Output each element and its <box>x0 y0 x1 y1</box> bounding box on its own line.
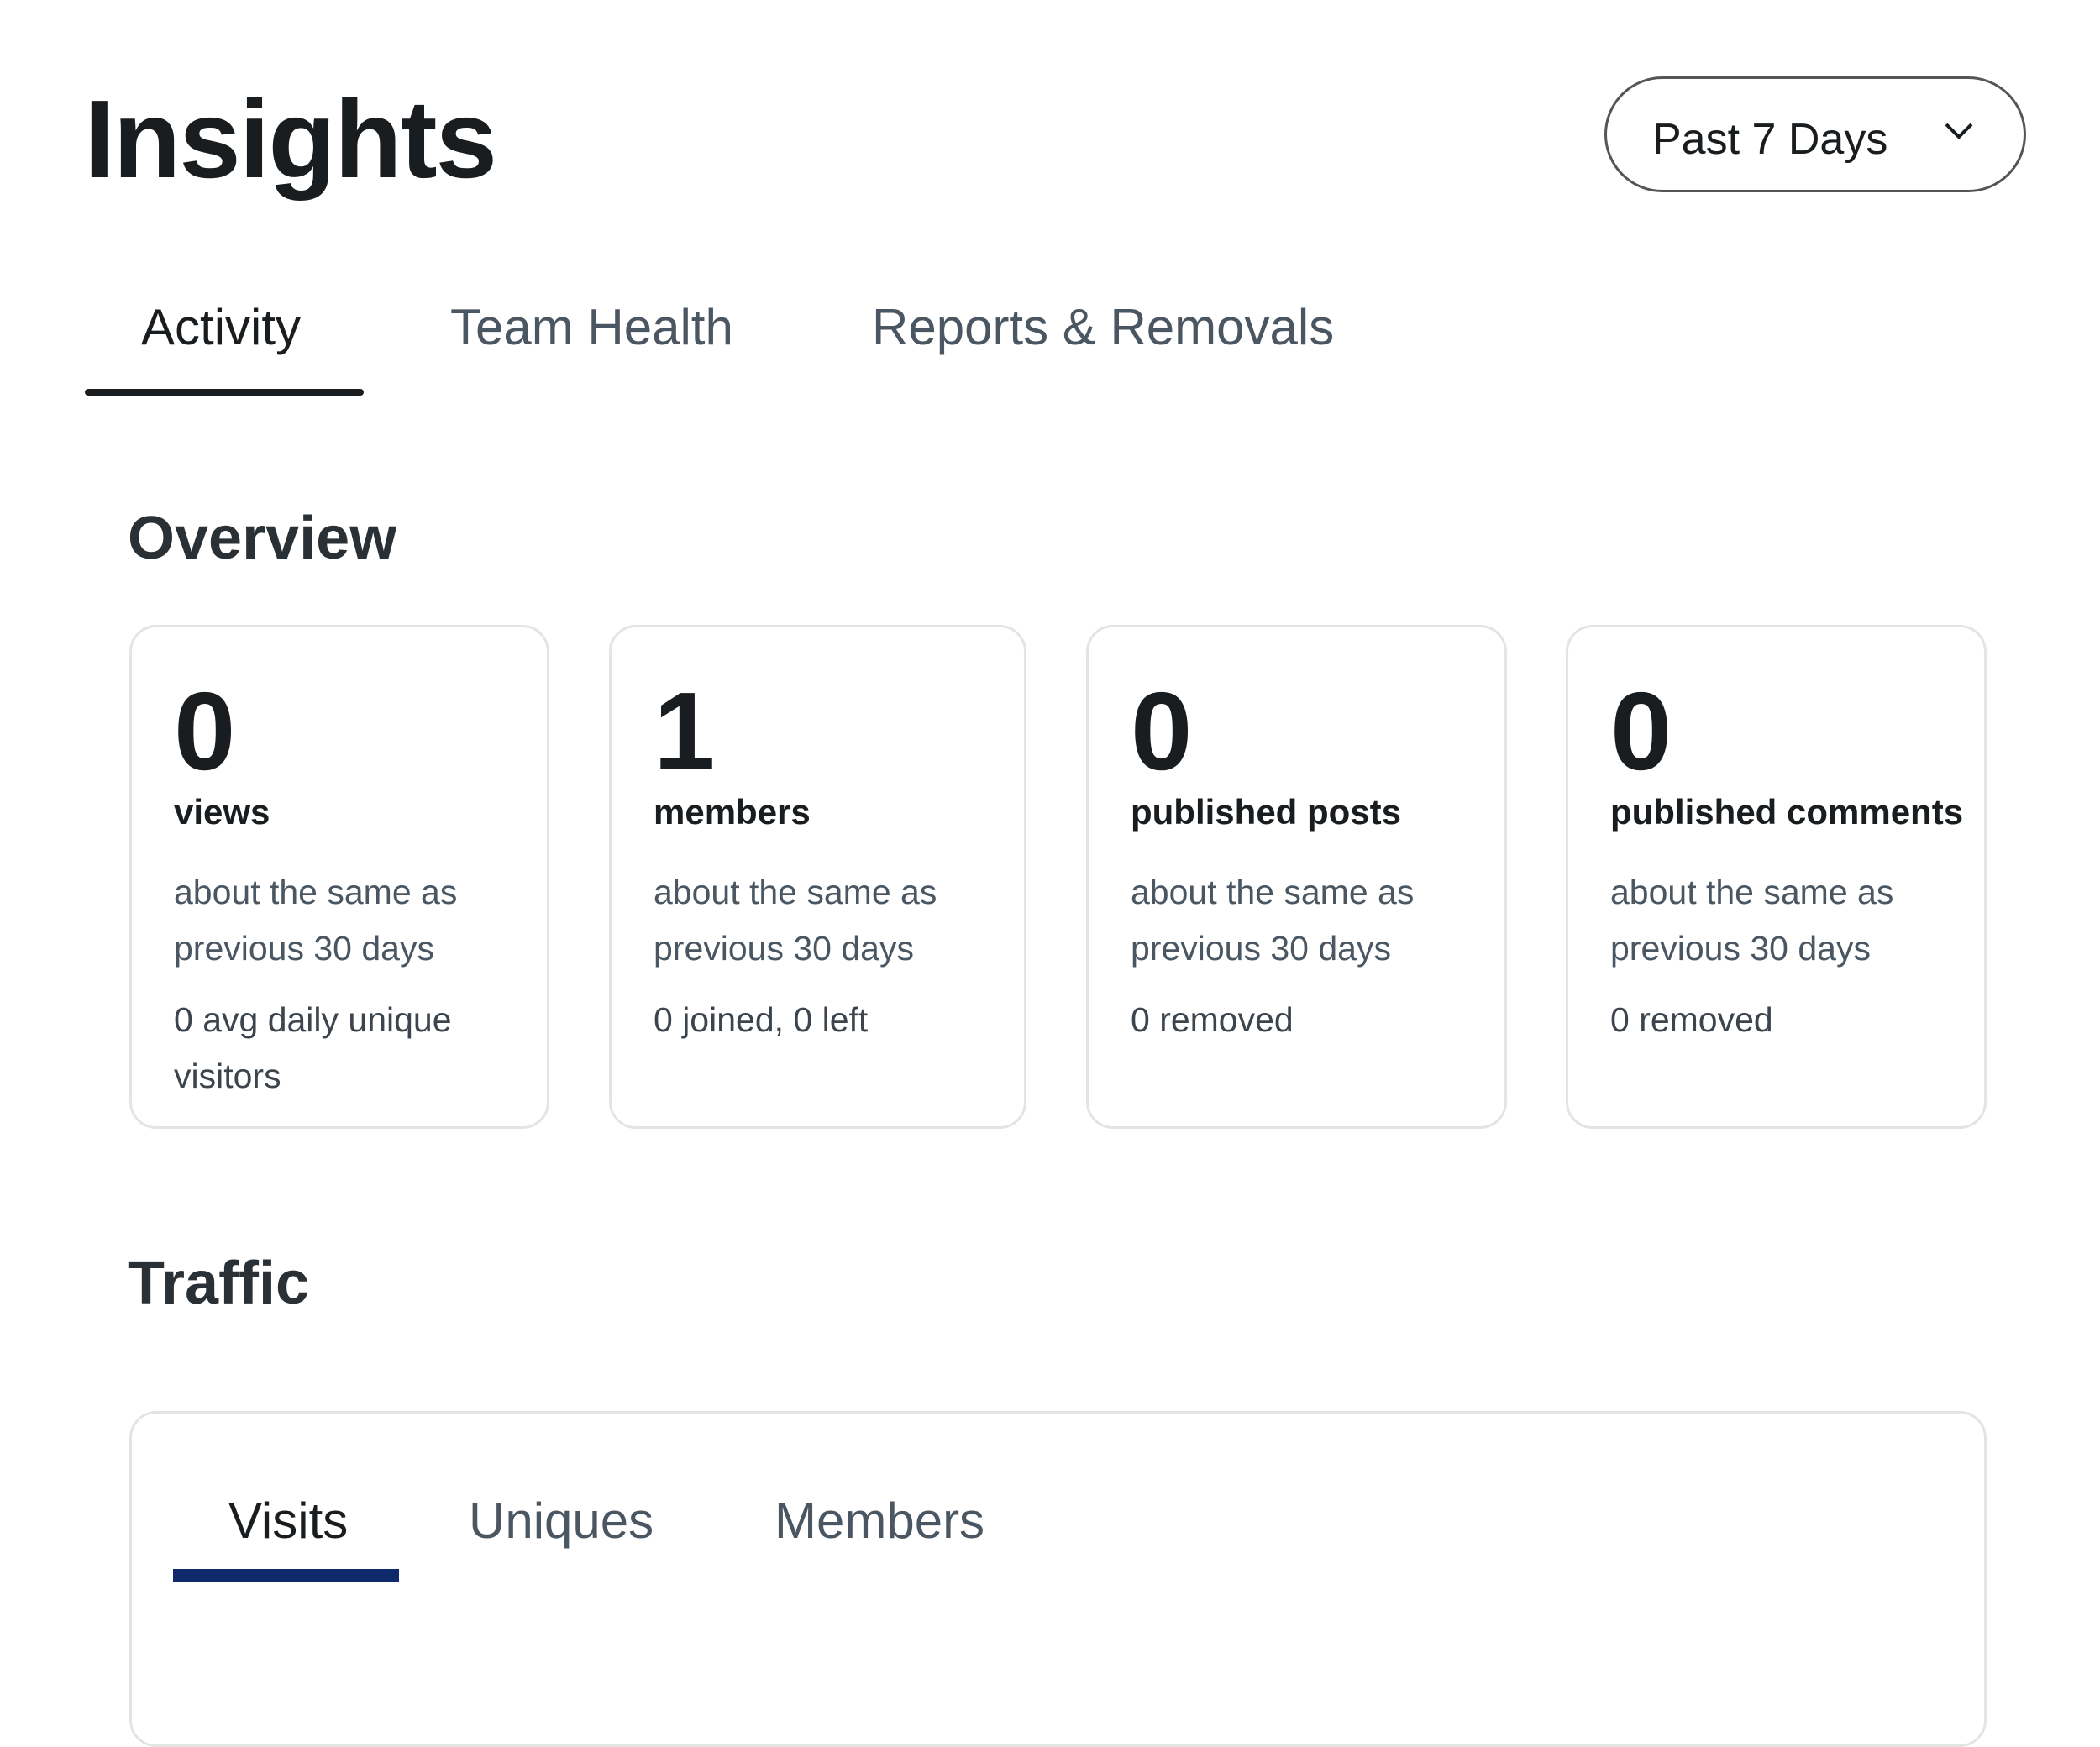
stat-detail: 0 removed <box>1131 1000 1294 1039</box>
stat-comparison: about the same as previous 30 days <box>1610 873 1894 968</box>
stat-card: 0 published posts about the same as previo… <box>1086 625 1507 1129</box>
chevron-icon <box>1945 123 1973 139</box>
page-title: Insights <box>84 77 497 201</box>
tab-indicator <box>173 1569 399 1582</box>
stat-value: 0 <box>174 669 236 793</box>
stat-value: 1 <box>654 669 716 793</box>
stat-comparison: about the same as previous 30 days <box>654 873 937 968</box>
range-dropdown[interactable]: Past 7 Days <box>1604 76 2026 192</box>
stat-card: 1 members about the same as previous 30 da… <box>609 625 1026 1129</box>
tab[interactable]: Team Health <box>450 299 733 355</box>
stat-comparison: about the same as previous 30 days <box>1131 873 1415 968</box>
section-title: Traffic <box>128 1250 310 1317</box>
stat-value: 0 <box>1610 669 1672 793</box>
traffic-tab[interactable]: Members <box>774 1493 985 1549</box>
stat-comparison: about the same as previous 30 days <box>174 873 458 968</box>
section-title: Overview <box>128 505 397 572</box>
page: Insights Past 7 Days Activity Team Healt… <box>84 76 2026 1747</box>
stat-card: 0 published comments about the same as pre… <box>1566 625 1987 1129</box>
stat-label: views <box>174 792 270 832</box>
traffic-card <box>129 1411 1987 1747</box>
stat-label: members <box>654 792 811 832</box>
traffic-tab[interactable]: Visits <box>228 1493 349 1549</box>
stat-label: published comments <box>1610 792 1964 832</box>
stat-detail: 0 avg daily unique visitors <box>174 1000 452 1095</box>
stat-detail: 0 removed <box>1610 1000 1773 1039</box>
stat-detail: 0 joined, 0 left <box>654 1000 869 1039</box>
tab-indicator <box>85 389 364 396</box>
tab[interactable]: Reports & Removals <box>872 299 1335 355</box>
stat-value: 0 <box>1131 669 1193 793</box>
traffic-tab[interactable]: Uniques <box>469 1493 654 1549</box>
range-label: Past 7 Days <box>1652 115 1888 164</box>
stat-label: published posts <box>1131 792 1402 832</box>
tab[interactable]: Activity <box>141 299 302 355</box>
stat-card: 0 views about the same as previous 30 days… <box>129 625 549 1129</box>
